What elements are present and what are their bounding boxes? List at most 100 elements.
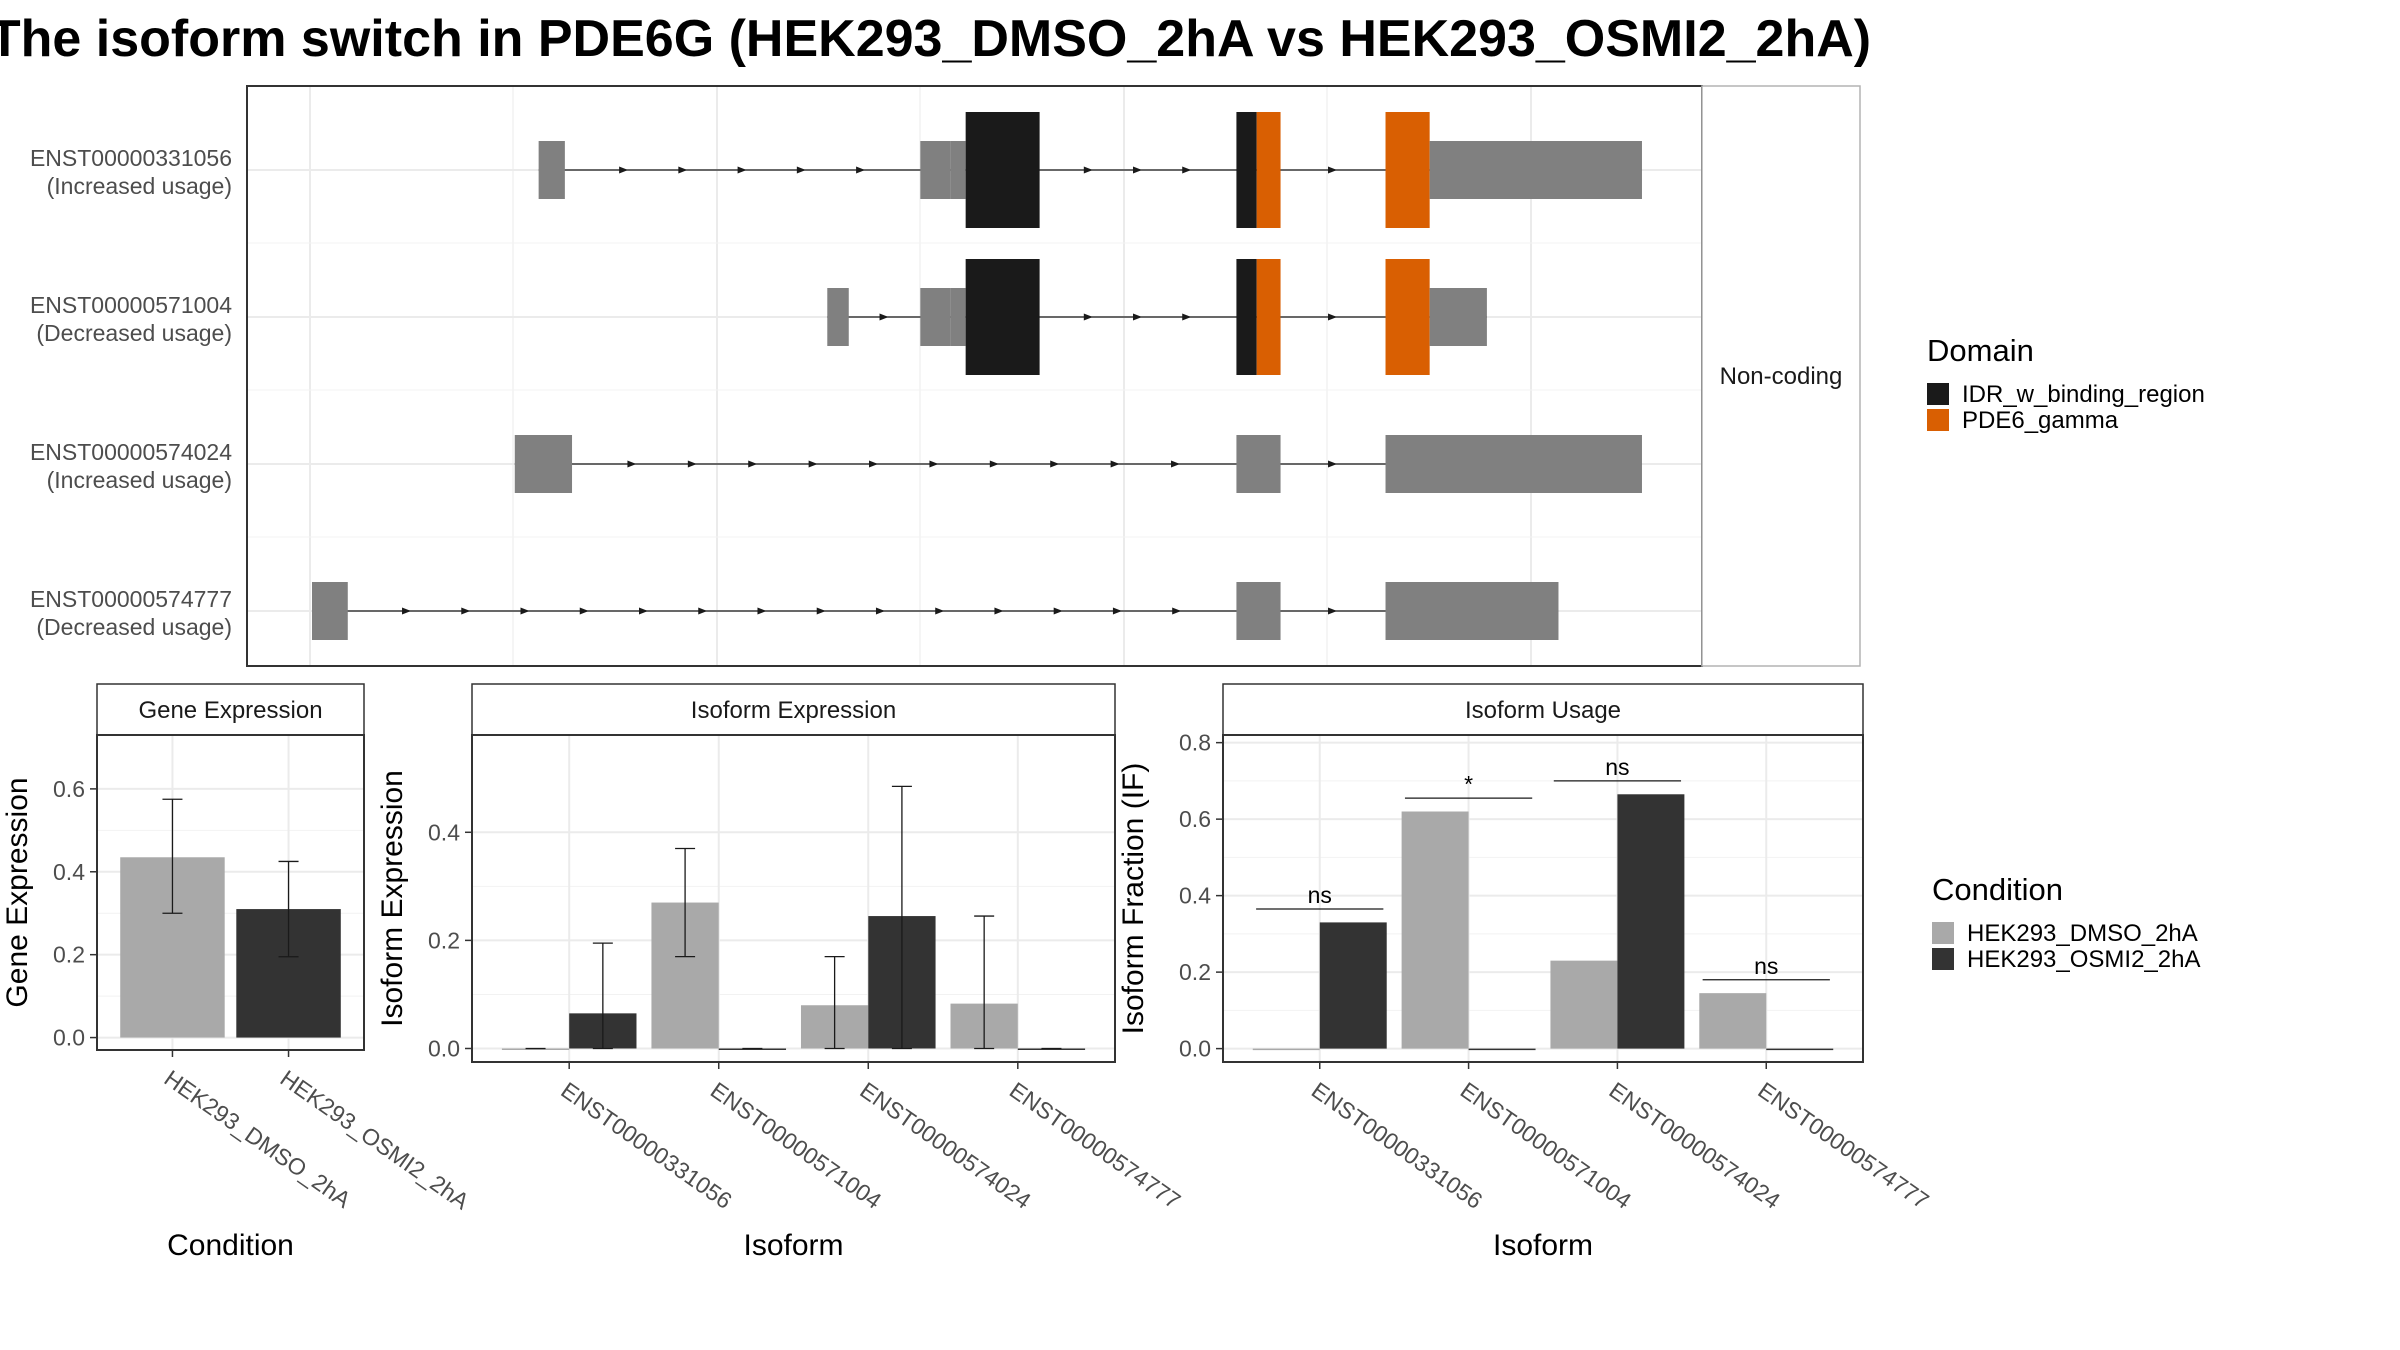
condition-legend-swatch xyxy=(1932,922,1954,944)
y-tick-label: 0.4 xyxy=(1179,883,1211,909)
noncoding-strip-label: Non-coding xyxy=(1720,363,1843,390)
exon-block-utr xyxy=(827,288,849,346)
y-tick-label: 0.4 xyxy=(53,859,85,885)
bar xyxy=(1017,1048,1086,1050)
x-axis-title: Condition xyxy=(167,1229,294,1262)
intron-direction-arrow xyxy=(757,607,767,615)
y-tick-label: 0.0 xyxy=(1179,1036,1211,1062)
condition-legend-swatch xyxy=(1932,948,1954,970)
significance-label: * xyxy=(1464,771,1473,797)
intron-direction-arrow xyxy=(579,607,589,615)
exon-block-utr xyxy=(920,141,951,199)
domain-legend-title: Domain xyxy=(1927,333,2034,368)
intron-direction-arrow xyxy=(994,607,1004,615)
y-tick-label: 0.2 xyxy=(428,927,460,953)
intron-direction-arrow xyxy=(627,460,637,468)
domain-legend-label: IDR_w_binding_region xyxy=(1962,381,2205,408)
panel-strip-label: Isoform Usage xyxy=(1465,697,1621,724)
plot-border xyxy=(1222,734,1864,1063)
intron-direction-arrow xyxy=(520,607,530,615)
y-tick-label: 0.0 xyxy=(53,1025,85,1051)
exon-block-idr xyxy=(1236,112,1257,228)
intron-direction-arrow xyxy=(698,607,708,615)
x-tick-label: HEK293_DMSO_2hA xyxy=(160,1065,357,1214)
condition-legend-title: Condition xyxy=(1932,872,2063,907)
intron-direction-arrow xyxy=(461,607,471,615)
exon-block-cds xyxy=(950,141,966,199)
intron-direction-arrow xyxy=(638,607,648,615)
intron-direction-arrow xyxy=(619,166,629,174)
intron-direction-arrow xyxy=(1328,313,1338,321)
intron-direction-arrow xyxy=(1050,460,1060,468)
exon-block-pde6 xyxy=(1385,259,1430,375)
intron-direction-arrow xyxy=(856,166,866,174)
y-tick-label: 0.0 xyxy=(428,1035,460,1061)
intron-direction-arrow xyxy=(1328,460,1338,468)
y-tick-label: 0.8 xyxy=(1179,730,1211,756)
bar xyxy=(718,1048,787,1050)
transcript-usage-label: (Increased usage) xyxy=(47,173,232,199)
panel-strip xyxy=(1222,683,1864,736)
exon-block-pde6 xyxy=(1256,259,1281,375)
bar xyxy=(1766,1048,1834,1051)
intron-direction-arrow xyxy=(1182,166,1192,174)
intron-direction-arrow xyxy=(935,607,945,615)
bar xyxy=(501,1048,570,1050)
plot-border xyxy=(471,734,1116,1063)
intron-direction-arrow xyxy=(687,460,697,468)
x-axis-title: Isoform xyxy=(1493,1229,1593,1262)
y-tick-label: 0.2 xyxy=(1179,959,1211,985)
isoform-usage-panel: Isoform Usage0.00.20.40.60.8ENST00000331… xyxy=(1117,683,1934,1262)
exon-block-cds xyxy=(1236,435,1281,493)
y-tick-label: 0.2 xyxy=(53,942,85,968)
plot-border xyxy=(96,734,365,1051)
exon-block-pde6 xyxy=(1385,112,1430,228)
exon-block-cds xyxy=(1385,435,1642,493)
intron-direction-arrow xyxy=(1133,313,1143,321)
exon-block-cds xyxy=(950,288,966,346)
intron-direction-arrow xyxy=(748,460,758,468)
intron-direction-arrow xyxy=(879,313,889,321)
intron-direction-arrow xyxy=(402,607,412,615)
intron-direction-arrow xyxy=(1053,607,1063,615)
figure-title: The isoform switch in PDE6G (HEK293_DMSO… xyxy=(0,10,1871,68)
intron-direction-arrow xyxy=(1110,460,1120,468)
exon-block-cds xyxy=(312,582,348,640)
exon-block-utr xyxy=(538,141,565,199)
significance-label: ns xyxy=(1308,882,1332,908)
bar xyxy=(1699,993,1767,1049)
condition-legend-label: HEK293_OSMI2_2hA xyxy=(1967,946,2200,973)
exon-block-cds xyxy=(1236,582,1281,640)
intron-direction-arrow xyxy=(1133,166,1143,174)
intron-direction-arrow xyxy=(816,607,826,615)
intron-direction-arrow xyxy=(1083,313,1093,321)
y-tick-label: 0.6 xyxy=(53,776,85,802)
exon-block-utr xyxy=(920,288,951,346)
transcript-id-label: ENST00000574777 xyxy=(30,586,232,612)
noncoding-strip xyxy=(1701,85,1861,667)
intron-direction-arrow xyxy=(1112,607,1122,615)
intron-direction-arrow xyxy=(678,166,688,174)
intron-direction-arrow xyxy=(989,460,999,468)
intron-direction-arrow xyxy=(796,166,806,174)
intron-direction-arrow xyxy=(1172,607,1182,615)
intron-direction-arrow xyxy=(929,460,939,468)
transcript-structure-panel: ENST00000331056(Increased usage) ENST0000… xyxy=(30,85,1861,667)
bar xyxy=(1550,960,1618,1049)
transcript-id-label: ENST00000331056 xyxy=(30,145,232,171)
exon-block-pde6 xyxy=(1256,112,1281,228)
bar xyxy=(1468,1048,1536,1051)
exon-block-idr xyxy=(965,112,1040,228)
transcript-usage-label: (Decreased usage) xyxy=(36,320,232,346)
panel-strip-label: Isoform Expression xyxy=(691,697,896,724)
y-tick-label: 0.6 xyxy=(1179,806,1211,832)
intron-direction-arrow xyxy=(875,607,885,615)
intron-direction-arrow xyxy=(737,166,747,174)
y-axis-title: Gene Expression xyxy=(1,777,34,1007)
isoform-expression-panel: Isoform Expression0.00.20.4ENST000003310… xyxy=(376,683,1185,1262)
domain-legend-label: PDE6_gamma xyxy=(1962,407,2119,434)
transcript-id-label: ENST00000571004 xyxy=(30,292,232,318)
panel-strip xyxy=(471,683,1116,736)
exon-block-idr xyxy=(965,259,1040,375)
